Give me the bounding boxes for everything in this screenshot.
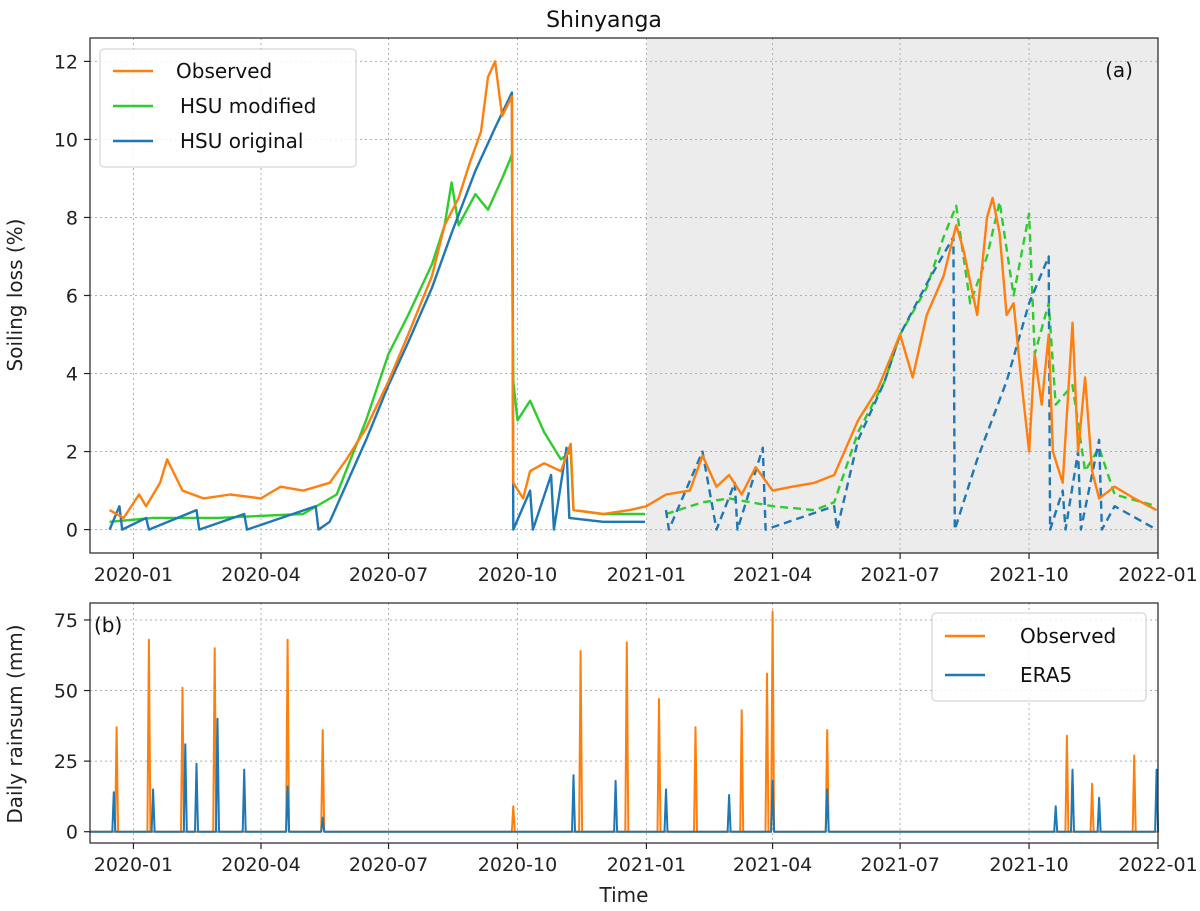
panel-a-label: (a): [1105, 58, 1133, 82]
x-tick-label: 2022-01: [1118, 854, 1197, 876]
panel-a-y-ticks: 0 2 4 6 8 10 12: [54, 51, 90, 542]
figure-title: Shinyanga: [546, 8, 662, 33]
y-tick-label: 4: [66, 364, 78, 386]
panel-b-legend: Observed ERA5: [931, 612, 1147, 702]
y-tick-label: 2: [66, 442, 78, 464]
x-tick-label: 2022-01: [1118, 564, 1197, 586]
legend-label-observed: Observed: [176, 59, 272, 83]
y-tick-label: 6: [66, 286, 78, 308]
x-tick-label: 2021-01: [607, 564, 686, 586]
panel-b-y-axis-title: Daily rainsum (mm): [3, 624, 27, 823]
panel-b-x-axis-title: Time: [599, 883, 649, 907]
legend-label-hsu-modified: HSU modified: [180, 94, 316, 118]
x-tick-label: 2021-10: [989, 854, 1068, 876]
x-tick-label: 2021-07: [860, 854, 939, 876]
panel-b-legend-box: [931, 612, 1147, 702]
x-tick-label: 2021-01: [607, 854, 686, 876]
x-tick-label: 2020-10: [478, 854, 557, 876]
series-line-hsu-modified: [109, 153, 645, 523]
x-tick-label: 2021-07: [860, 564, 939, 586]
panel-b: 0 25 50 75 2020-01 2020-04 2020-07 2020-10 2021…: [3, 602, 1198, 907]
series-line-hsu-modified-dashed: [665, 200, 1157, 516]
y-tick-label: 8: [66, 207, 78, 229]
x-tick-label: 2021-04: [733, 564, 812, 586]
y-tick-label: 75: [54, 610, 78, 632]
x-tick-label: 2020-07: [349, 564, 428, 586]
panel-b-label: (b): [94, 613, 122, 637]
y-tick-label: 12: [54, 51, 78, 73]
x-tick-label: 2021-10: [989, 564, 1068, 586]
series-line-hsu-original: [108, 91, 645, 531]
y-tick-label: 25: [54, 751, 78, 773]
panel-a-legend: Observed HSU modified HSU original: [99, 48, 357, 168]
panel-a-legend-box: [99, 48, 357, 168]
panel-b-y-ticks: 0 25 50 75: [54, 610, 90, 844]
x-tick-label: 2020-07: [349, 854, 428, 876]
legend-label-hsu-original: HSU original: [180, 129, 304, 153]
y-tick-label: 50: [54, 681, 78, 703]
panel-a-series: [108, 60, 1158, 531]
panel-b-frame: [89, 602, 1159, 844]
legend-label-observed-rain: Observed: [1020, 624, 1116, 648]
legend-label-era5: ERA5: [1020, 663, 1072, 687]
series-line-rain-era5: [90, 717, 1160, 833]
y-tick-label: 0: [66, 822, 78, 844]
x-tick-label: 2020-04: [221, 564, 300, 586]
y-tick-label: 10: [54, 129, 78, 151]
x-tick-label: 2020-10: [478, 564, 557, 586]
panel-a-x-ticks: 2020-01 2020-04 2020-07 2020-10 2021-01 2021-…: [94, 553, 1198, 586]
x-tick-label: 2020-01: [94, 564, 173, 586]
x-tick-label: 2021-04: [733, 854, 812, 876]
panel-b-x-ticks: 2020-01 2020-04 2020-07 2020-10 2021-01 2021-…: [94, 843, 1198, 876]
panel-a-y-axis-title: Soiling loss (%): [3, 219, 27, 372]
series-line-observed: [109, 60, 1158, 520]
x-tick-label: 2020-04: [221, 854, 300, 876]
y-tick-label: 0: [66, 520, 78, 542]
panel-b-series: [90, 610, 1160, 833]
x-tick-label: 2020-01: [94, 854, 173, 876]
